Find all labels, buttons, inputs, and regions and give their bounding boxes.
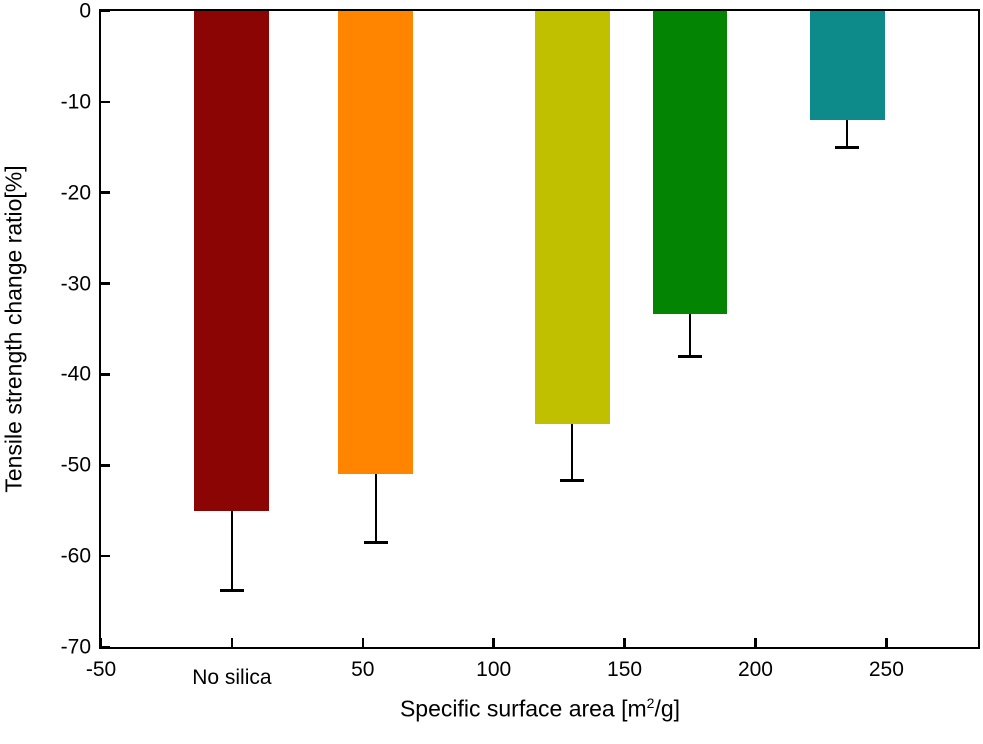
y-tick-5 [101, 464, 110, 467]
x-tick-0 [99, 638, 103, 647]
y-tick-0 [101, 9, 110, 13]
y-tick-label-1: -10 [60, 90, 91, 114]
bar-0 [194, 11, 270, 511]
x-axis-title-superscript: 2 [646, 695, 655, 711]
y-tick-label-2: -20 [60, 181, 91, 205]
x-tick-label-2: 50 [351, 658, 375, 681]
x-axis-title-suffix: /g] [654, 695, 681, 722]
error-bar-cap-0 [220, 589, 244, 592]
error-bar-cap-1 [364, 541, 388, 544]
x-tick-5 [754, 638, 757, 647]
x-tick-label-1: No silica [192, 666, 272, 689]
error-bar-line-0 [230, 510, 234, 591]
x-axis-title: Specific surface area [m2/g] [400, 695, 680, 723]
bar-3 [652, 11, 728, 314]
bar-2 [534, 11, 610, 425]
error-bar-line-1 [374, 474, 378, 543]
y-tick-label-0: 0 [79, 0, 91, 23]
x-tick-1 [230, 638, 234, 647]
y-tick-label-4: -40 [60, 362, 91, 386]
x-tick-3 [492, 638, 495, 647]
error-bar-line-2 [570, 424, 574, 481]
x-tick-label-0: -50 [85, 658, 117, 681]
y-tick-label-5: -50 [60, 453, 91, 477]
y-axis-title: Tensile strength change ratio[%] [0, 165, 27, 493]
x-tick-6 [885, 638, 888, 647]
y-tick-label-7: -70 [60, 635, 91, 659]
x-tick-label-5: 200 [737, 658, 773, 681]
y-tick-7 [101, 645, 110, 649]
y-tick-2 [101, 191, 110, 194]
error-bar-cap-3 [678, 355, 702, 358]
y-tick-label-6: -60 [60, 544, 91, 568]
error-bar-line-3 [688, 313, 692, 357]
y-tick-6 [101, 554, 110, 558]
x-axis-title-prefix: Specific surface area [m [399, 695, 647, 722]
error-bar-line-4 [845, 120, 849, 148]
plot-area [99, 9, 980, 649]
y-tick-3 [101, 282, 110, 285]
error-bar-cap-4 [835, 146, 859, 149]
bar-4 [809, 11, 885, 121]
y-tick-1 [101, 100, 110, 104]
y-tick-label-3: -30 [60, 272, 91, 296]
y-tick-4 [101, 373, 110, 376]
x-tick-4 [623, 638, 626, 647]
bar-1 [338, 11, 414, 475]
x-tick-label-6: 250 [868, 658, 904, 681]
x-tick-2 [361, 638, 365, 647]
x-tick-label-3: 100 [476, 658, 512, 681]
error-bar-cap-2 [560, 479, 584, 482]
x-tick-label-4: 150 [607, 658, 643, 681]
